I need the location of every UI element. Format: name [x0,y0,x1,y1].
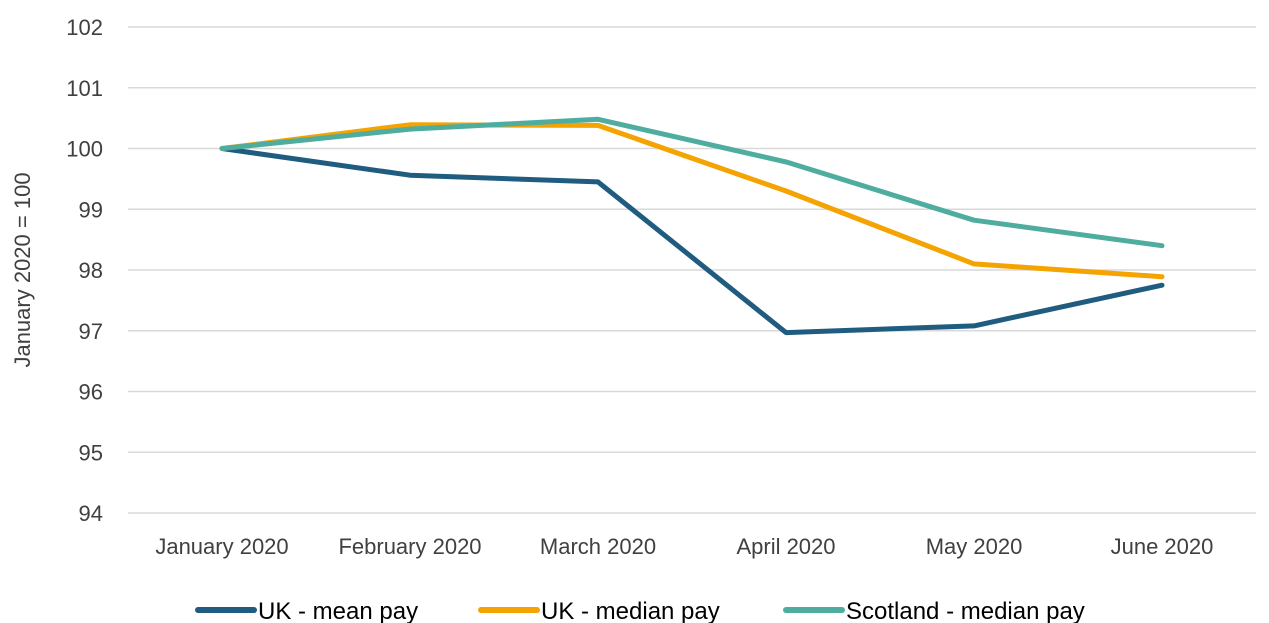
legend-label: UK - median pay [541,598,720,623]
x-tick-label: June 2020 [1111,534,1214,559]
y-axis-label: January 2020 = 100 [10,172,35,367]
y-axis-ticks: 94 95 96 97 98 99 100 101 102 [66,15,103,526]
series-line-2 [219,116,1165,249]
y-tick-label: 98 [79,258,103,283]
y-tick-label: 99 [79,197,103,222]
series-line-1 [219,122,1165,280]
series-lines [219,116,1165,336]
y-tick-label: 101 [66,76,103,101]
y-tick-label: 94 [79,501,103,526]
y-tick-label: 95 [79,440,103,465]
x-tick-label: May 2020 [926,534,1023,559]
series-line-0 [219,146,1165,336]
x-tick-label: February 2020 [338,534,481,559]
legend-label: Scotland - median pay [846,598,1085,623]
legend: UK - mean pay UK - median pay Scotland - m… [195,598,1085,623]
x-tick-label: March 2020 [540,534,656,559]
y-tick-label: 102 [66,15,103,40]
x-axis-ticks: January 2020 February 2020 March 2020 April… [155,534,1213,559]
gridlines [128,26,1256,514]
y-tick-label: 97 [79,319,103,344]
x-tick-label: April 2020 [736,534,835,559]
legend-label: UK - mean pay [258,598,418,623]
y-tick-label: 100 [66,137,103,162]
x-tick-label: January 2020 [155,534,288,559]
y-tick-label: 96 [79,380,103,405]
